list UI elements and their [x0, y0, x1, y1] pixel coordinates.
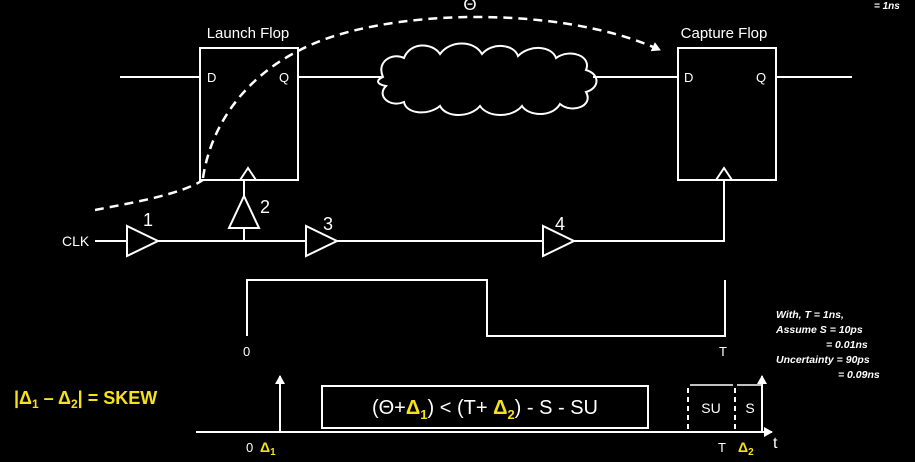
- clock-buffer-3-label: 3: [323, 214, 333, 234]
- data-path-dashed-arrow: [201, 15, 661, 179]
- launch-flop-box: [199, 47, 299, 181]
- clock-buffer-4-label: 4: [555, 214, 565, 234]
- note-line-1: With, T = 1ns,: [776, 309, 844, 321]
- capture-flop-clock-notch: [715, 166, 733, 181]
- top-right-note: = 1ns: [874, 1, 900, 12]
- time-axis-label: t: [773, 435, 778, 452]
- clk-label: CLK: [62, 233, 90, 249]
- formula-box: [321, 385, 649, 429]
- setup-inequality: (Θ+Δ1) < (T+ Δ2) - S - SU: [372, 397, 598, 422]
- capture-flop-title: Capture Flop: [681, 25, 768, 42]
- note-line-2: Assume S = 10ps: [775, 324, 863, 336]
- clock-buffer-3: [305, 224, 340, 258]
- note-line-3: = 0.01ns: [826, 339, 868, 351]
- timeline-delta2-label: Δ2: [738, 439, 754, 458]
- clock-buffer-1: [126, 224, 161, 258]
- clock-buffer-1-label: 1: [143, 210, 153, 230]
- clk-to-capture-wire: [574, 180, 725, 242]
- capture-flop-d-pin: D: [684, 70, 693, 85]
- launch-flop-d-pin: D: [207, 70, 216, 85]
- launch-clock-path-dashed: [94, 178, 204, 212]
- note-line-5: = 0.09ns: [838, 369, 880, 381]
- skew-equation: |Δ1 – Δ2| = SKEW: [14, 388, 157, 411]
- waveform-end-label: T: [719, 344, 727, 359]
- clock-waveform: [246, 279, 726, 337]
- clock-buffer-2-label: 2: [260, 197, 270, 217]
- launch-flop-clock-notch: [239, 166, 257, 181]
- setup-time-label: SU: [701, 400, 720, 416]
- note-line-4: Uncertainty = 90ps: [776, 354, 870, 366]
- capture-flop-q-pin: Q: [756, 70, 766, 85]
- timeline-zero-label: 0: [246, 440, 253, 455]
- launch-flop-q-pin: Q: [279, 70, 289, 85]
- launch-flop-title: Launch Flop: [207, 25, 290, 42]
- clock-buffer-2: [227, 193, 261, 229]
- skew-s-label: S: [745, 400, 754, 416]
- path-delay-symbol: Θ: [463, 0, 476, 14]
- logic-cloud: [377, 42, 598, 116]
- timeline-delta1-label: Δ1: [260, 439, 276, 458]
- capture-flop-box: [677, 47, 777, 181]
- waveform-start-label: 0: [243, 344, 250, 359]
- timeline-t-label: T: [718, 440, 726, 455]
- clock-buffer-4: [542, 224, 577, 258]
